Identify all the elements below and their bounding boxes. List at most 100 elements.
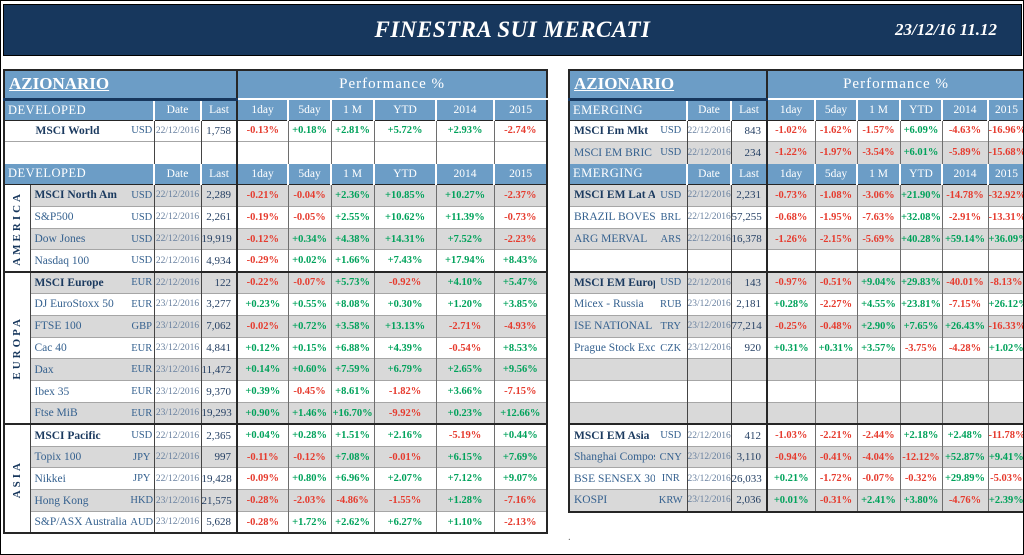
- date-value: [687, 358, 732, 381]
- perf-1day: -0.28%: [236, 489, 289, 512]
- perf-2014: [435, 141, 495, 164]
- perf-1day: +0.90%: [236, 402, 289, 425]
- currency-code: ARS: [655, 227, 688, 250]
- developed-panel: AZIONARIO Performance % DEVELOPED Date Last 1…: [3, 69, 549, 535]
- perf-2014: +1.10%: [435, 511, 495, 534]
- perf-2014: -4.63%: [941, 119, 988, 142]
- currency-code: JPY: [130, 467, 155, 490]
- perf-column-header-5day: 5day: [814, 163, 857, 186]
- date-value: 23/12/2016: [154, 314, 202, 338]
- perf-column-header-1-m: 1 M: [330, 99, 375, 121]
- perf-2014: -4.28%: [941, 336, 988, 359]
- perf-ytd: +6.09%: [899, 119, 942, 142]
- perf-1day: +0.31%: [766, 336, 815, 359]
- date-column-header: Date: [153, 163, 201, 186]
- perf-2015: -2.23%: [493, 227, 548, 250]
- perf-ytd: -12.12%: [899, 445, 942, 468]
- perf-5day: +0.60%: [287, 358, 332, 381]
- perf-2015: -11.78%: [987, 423, 1023, 447]
- currency-code: EUR: [130, 336, 155, 359]
- perf-5day: -2.21%: [814, 423, 857, 447]
- table-row: DJ EuroStoxx 50 EUR 23/12/2016 3,277 +0.23% +…: [4, 293, 548, 316]
- instrument-name: Nasdaq 100: [30, 249, 130, 272]
- perf-2015: -2.37%: [493, 184, 548, 207]
- perf-5day: +1.72%: [287, 511, 332, 534]
- perf-2014: [941, 358, 988, 381]
- perf-2015: +36.09%: [987, 227, 1023, 250]
- table-row: FTSE 100 GBP 23/12/2016 7,062 -0.02% +0.72% +3…: [4, 314, 548, 338]
- perf-ytd: -9.92%: [373, 402, 437, 425]
- last-value: 412: [731, 423, 767, 447]
- perf-column-header-ytd: YTD: [899, 99, 942, 121]
- instrument-name: S&P500: [30, 205, 130, 229]
- perf-1-m: -1.57%: [856, 119, 900, 142]
- last-value: 1,758: [201, 119, 238, 142]
- perf-1day: [766, 249, 815, 272]
- perf-1-m: [856, 380, 900, 403]
- perf-2015: -7.15%: [493, 380, 548, 403]
- perf-1-m: -5.69%: [856, 227, 900, 250]
- perf-5day: +0.72%: [287, 314, 332, 338]
- last-value: 843: [731, 119, 767, 142]
- date-value: [154, 141, 202, 164]
- instrument-name: FTSE 100: [30, 314, 130, 338]
- developed-table: AZIONARIO Performance % DEVELOPED Date Last 1…: [3, 69, 549, 535]
- report-datetime: 23/12/16 11.12: [894, 20, 997, 39]
- perf-5day: -2.03%: [287, 489, 332, 512]
- perf-2014: +52.87%: [941, 445, 988, 468]
- perf-ytd: +23.81%: [899, 293, 942, 316]
- currency-code: EUR: [130, 380, 155, 403]
- perf-5day: [814, 402, 857, 425]
- date-value: 23/12/2016: [687, 293, 732, 316]
- title-bar: FINESTRA SUI MERCATI 23/12/16 11.12: [3, 4, 1022, 56]
- perf-5day: [814, 358, 857, 381]
- perf-ytd: +32.08%: [899, 205, 942, 229]
- date-value: 22/12/2016: [687, 270, 732, 294]
- perf-1day: -0.19%: [236, 205, 289, 229]
- perf-2015: [493, 141, 548, 164]
- date-value: 22/12/2016: [154, 423, 202, 447]
- perf-ytd: [899, 358, 942, 381]
- instrument-name: BSE SENSEX 30: [569, 467, 655, 490]
- date-value: 22/12/2016: [154, 227, 202, 250]
- currency-code: USD: [130, 227, 155, 250]
- perf-ytd: +6.79%: [373, 358, 437, 381]
- currency-code: TRY: [655, 314, 688, 338]
- perf-column-header-1-m: 1 M: [856, 99, 900, 121]
- instrument-name: Nikkei: [30, 467, 130, 490]
- table-row: Hong Kong HKD 23/12/2016 21,575 -0.28% -2.03%…: [4, 489, 548, 512]
- perf-2014: +29.89%: [941, 467, 988, 490]
- perf-2015: -15.68%: [987, 141, 1023, 164]
- perf-1day: -1.03%: [766, 423, 815, 447]
- instrument-name: [569, 402, 655, 425]
- perf-2014: -4.76%: [941, 489, 988, 512]
- perf-5day: -1.08%: [814, 184, 857, 207]
- perf-2015: [987, 358, 1023, 381]
- date-value: 22/12/2016: [154, 270, 202, 294]
- perf-column-header-2014: 2014: [941, 99, 988, 121]
- perf-2015: +12.66%: [493, 402, 548, 425]
- last-value: 2,289: [201, 184, 238, 207]
- perf-2014: +7.52%: [435, 227, 495, 250]
- perf-2014: [941, 380, 988, 403]
- last-value: 234: [731, 141, 767, 164]
- perf-5day: +0.28%: [287, 423, 332, 447]
- last-value: 5,628: [201, 511, 238, 534]
- date-value: 22/12/2016: [154, 445, 202, 468]
- perf-2014: -40.01%: [941, 270, 988, 294]
- perf-1-m: -2.44%: [856, 423, 900, 447]
- last-value: 143: [731, 270, 767, 294]
- table-row: Ibex 35 EUR 23/12/2016 9,370 +0.39% -0.45% +8.…: [4, 380, 548, 403]
- instrument-name: Topix 100: [30, 445, 130, 468]
- currency-code: [655, 380, 688, 403]
- perf-1-m: -0.07%: [856, 467, 900, 490]
- perf-column-header-1day: 1day: [766, 163, 815, 186]
- last-value: 77,214: [731, 314, 767, 338]
- currency-code: USD: [655, 184, 688, 207]
- instrument-name: Shanghai Composite: [569, 445, 655, 468]
- currency-code: RUB: [655, 293, 688, 316]
- perf-5day: -0.12%: [287, 445, 332, 468]
- perf-2015: -16.96%: [987, 119, 1023, 142]
- date-value: 23/12/2016: [154, 336, 202, 359]
- perf-2014: +6.15%: [435, 445, 495, 468]
